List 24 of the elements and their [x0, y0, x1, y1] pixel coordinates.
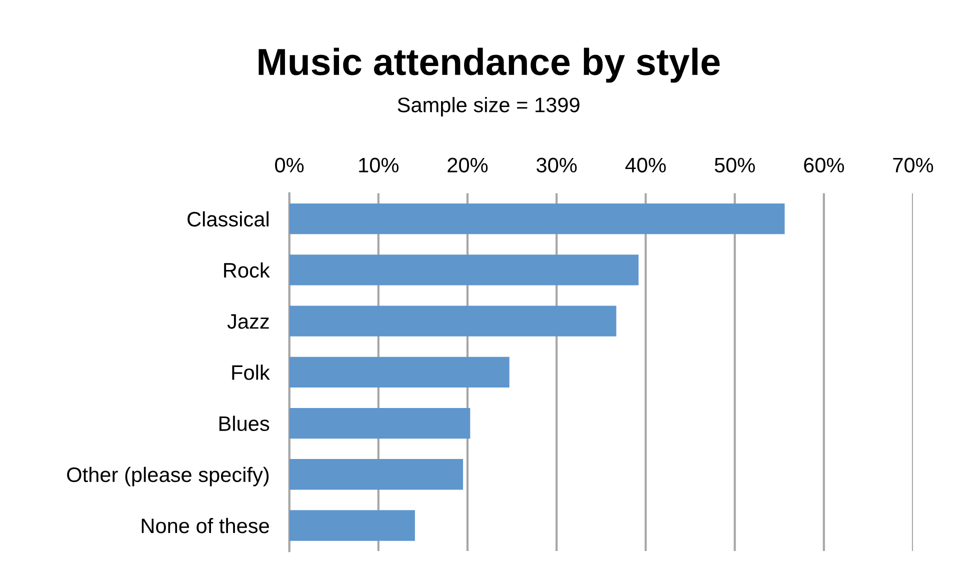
x-tick-label: 40%	[625, 158, 666, 173]
y-tick-label: None of these	[142, 518, 269, 534]
x-tick-label: 30%	[536, 158, 577, 173]
bar	[289, 459, 464, 490]
y-tick-label: Folk	[232, 364, 270, 380]
x-tick-label: 70%	[893, 158, 934, 173]
bar	[289, 356, 510, 388]
y-tick-label: Blues	[219, 416, 270, 432]
chart-subtitle: Sample size = 1399	[398, 97, 580, 116]
bar	[289, 306, 616, 336]
x-tick-label: 20%	[448, 158, 488, 173]
y-tick-label: Jazz	[227, 314, 269, 329]
chart-title: Music attendance by style	[258, 48, 720, 83]
bar	[289, 254, 639, 286]
bar	[289, 204, 785, 234]
bar	[289, 408, 470, 439]
x-tick-label: 10%	[359, 158, 399, 173]
y-tick-label: Rock	[224, 262, 270, 278]
x-tick-label: 60%	[804, 158, 844, 173]
x-tick-label: 0%	[275, 158, 304, 173]
x-tick-label: 50%	[714, 158, 755, 173]
bar	[289, 510, 415, 541]
y-tick-label: Other (please specify)	[67, 466, 269, 486]
y-tick-label: Classical	[188, 211, 268, 227]
